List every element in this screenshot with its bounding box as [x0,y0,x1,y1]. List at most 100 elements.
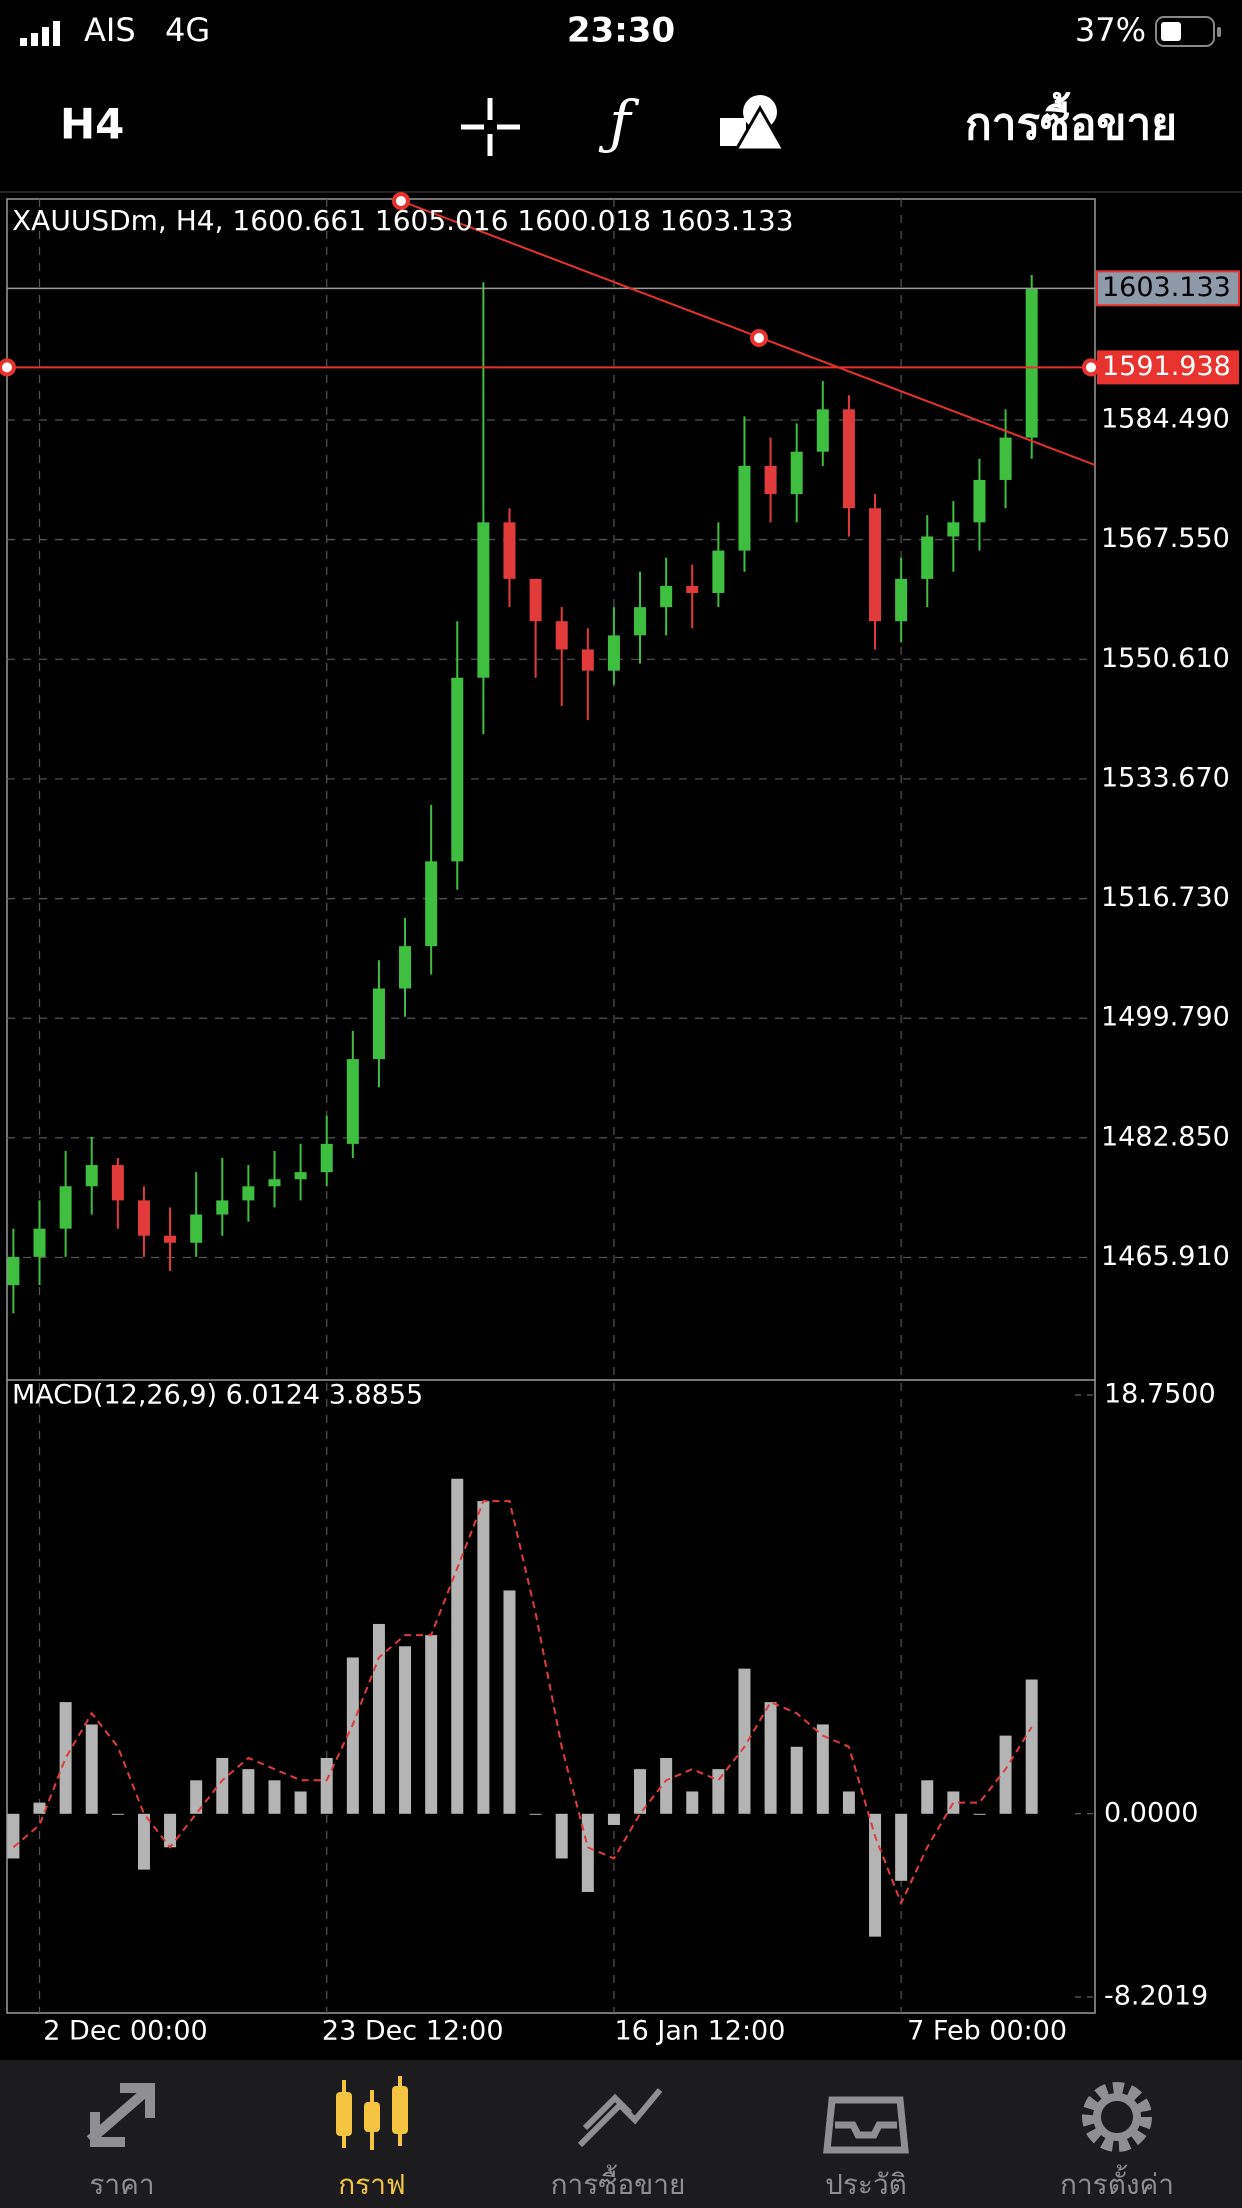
candle-body [738,465,751,551]
network: 4G [165,11,210,49]
macd-bar [842,1791,855,1814]
macd-bar [764,1702,777,1814]
macd-bar [581,1813,594,1892]
candle-body [242,1186,255,1201]
candle-body [320,1143,333,1173]
macd-bar [399,1646,412,1814]
carrier: AIS [84,11,136,49]
macd-bar [790,1746,803,1814]
macd-bar [686,1791,699,1814]
trendline[interactable] [400,200,1096,466]
tab-label: ราคา [89,2168,154,2201]
x-tick-label: 23 Dec 12:00 [322,2016,504,2047]
macd-bar [947,1791,960,1814]
y-tick-label: 1550.610 [1101,643,1230,674]
macd-bar [346,1657,359,1814]
timeframe-button[interactable]: H4 [60,100,124,149]
trendline-handle[interactable] [392,192,410,210]
candle-body [973,479,986,523]
hline-label: 1591.938 [1102,351,1231,382]
macd-bar [503,1590,516,1814]
macd-bar [137,1813,150,1870]
y-tick-label: 1516.730 [1101,882,1230,913]
candle-body [399,946,412,989]
tab-trade[interactable]: การซื้อขาย [551,2088,686,2201]
tab-quotes[interactable]: ราคา [86,2083,155,2201]
candle-body [372,988,385,1060]
candle-body [59,1186,72,1229]
macd-bar [712,1769,725,1814]
trade-button[interactable]: การซื้อขาย [965,91,1177,150]
y-tick-label: 1567.550 [1101,523,1230,554]
last-price-label: 1603.133 [1102,272,1231,303]
tab-chart[interactable]: กราฟ [336,2076,408,2201]
candle-body [947,522,960,537]
y-tick-label: 1533.670 [1101,762,1230,793]
y-tick-label: 18.7500 [1104,1379,1216,1410]
y-tick-label: -8.2019 [1104,1981,1208,2012]
crosshair-button[interactable] [461,98,520,156]
time: 23:30 [567,11,675,51]
candle-body [268,1179,281,1187]
macd-bar [33,1802,46,1814]
macd-bar [7,1813,20,1859]
candle-body [477,522,490,678]
candle-body [137,1200,150,1236]
battery-percent: 37% [1075,11,1146,49]
macd-bar [216,1757,229,1814]
macd-bar [294,1791,307,1814]
macd-bar [555,1813,568,1859]
macd-bar [529,1813,542,1815]
macd-bar [895,1813,908,1881]
candle-body [790,451,803,495]
candle-body [85,1165,98,1187]
macd-title: MACD(12,26,9) 6.0124 3.8855 [12,1380,423,1411]
candle-body [425,861,438,947]
macd-bar [372,1623,385,1814]
macd-bar [425,1635,438,1814]
candle-body [634,607,647,636]
macd-bar [921,1780,934,1814]
candle-body [346,1059,359,1144]
candle-body [555,621,568,650]
macd-bar [660,1757,673,1814]
tab-settings[interactable]: การตั้งค่า [1060,2082,1174,2201]
y-tick-label: 1499.790 [1101,1002,1230,1033]
hline-handle [0,358,16,377]
candle-body [660,585,673,608]
candle-body [164,1235,177,1243]
signal-icon [20,21,60,46]
macd-bar [111,1813,124,1815]
y-tick-label: 1465.910 [1101,1241,1230,1272]
macd-bar [320,1757,333,1814]
macd-bar [477,1501,490,1814]
tab-bar [0,2060,1242,2208]
y-tick-label: 0.0000 [1104,1797,1198,1828]
hline-box [1097,350,1239,385]
macd-bar [242,1769,255,1814]
battery-icon [1155,16,1221,47]
macd-bar [268,1780,281,1814]
macd-bar [973,1813,986,1815]
objects-button[interactable] [720,95,787,152]
candle-body [503,522,516,579]
candle-body [686,585,699,593]
candle-body [1025,288,1038,438]
macd-bar [634,1769,647,1814]
macd-bar [869,1813,882,1937]
trendline-handle[interactable] [750,329,768,347]
tab-label: การตั้งค่า [1060,2164,1174,2201]
chart-frame [6,198,1096,2014]
hline-handle [1082,358,1100,377]
candle-body [999,437,1012,480]
candle-body [111,1165,124,1201]
tab-history[interactable]: ประวัติ [823,2096,909,2201]
macd-bar [164,1813,177,1848]
candle-body [529,578,542,622]
candle-body [581,649,594,671]
marks [0,275,1100,1937]
y-tick-label: 1584.490 [1101,404,1230,435]
